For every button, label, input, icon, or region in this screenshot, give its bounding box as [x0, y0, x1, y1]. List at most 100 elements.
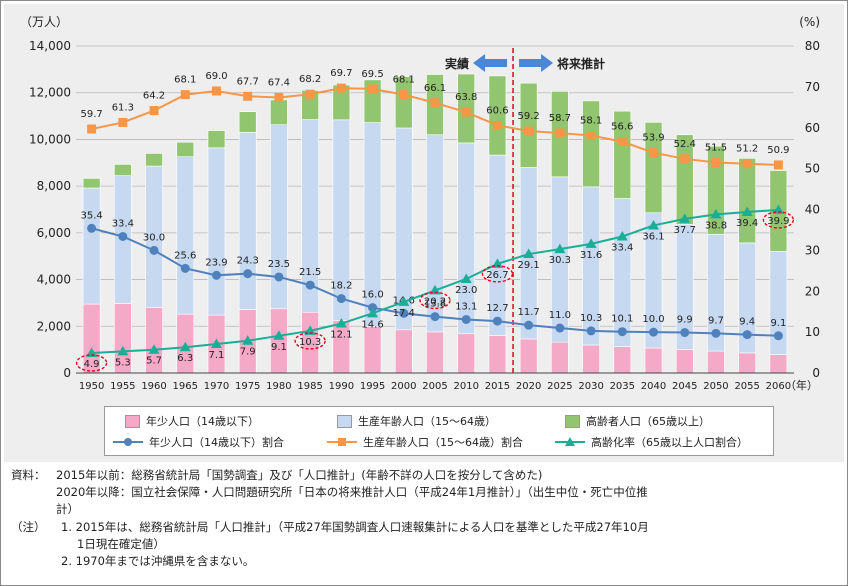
bar-working: [238, 132, 257, 310]
working-ratio-point: [211, 86, 221, 96]
aging-rate-value-label: 39.9: [767, 216, 789, 227]
working-ratio-value-label: 66.1: [424, 83, 446, 94]
working-ratio-value-label: 58.7: [549, 113, 571, 124]
legend-label-young-line: 年少人口（14歳以下）割合: [149, 436, 284, 449]
aging-rate-value-label: 31.6: [580, 250, 602, 261]
working-ratio-value-label: 64.2: [143, 91, 165, 102]
legend-label-young-bar: 年少人口（14歳以下）: [146, 415, 259, 428]
working-ratio-value-label: 56.6: [611, 122, 633, 133]
young-ratio-point: [773, 331, 783, 341]
label-actual: 実績: [445, 56, 469, 71]
aging-rate-value-label: 5.7: [146, 356, 162, 367]
young-ratio-value-label: 11.7: [518, 307, 540, 318]
legend-item-young-bar: 年少人口（14歳以下）: [125, 413, 259, 429]
aging-rate-value-label: 20.2: [424, 296, 446, 307]
y-tick-right: 20: [805, 284, 820, 298]
highlight-ellipse: [294, 332, 326, 350]
young-ratio-value-label: 13.1: [455, 301, 477, 312]
young-ratio-point: [180, 263, 190, 273]
x-tick-label: 2010: [453, 381, 478, 392]
working-ratio-point: [617, 137, 627, 147]
working-ratio-value-label: 51.2: [736, 144, 758, 155]
x-tick-label: 2000: [391, 381, 416, 392]
bar-young: [551, 341, 569, 374]
working-ratio-point: [773, 160, 783, 170]
y-tick-left: 4,000: [37, 273, 71, 287]
working-ratio-point: [305, 89, 315, 99]
source-label: 資料：: [11, 468, 46, 482]
legend-item-elderly-line: 高齢化率（65歳以上人口割合）: [555, 434, 748, 450]
y-tick-right: 80: [805, 39, 820, 53]
aging-rate-value-label: 7.9: [240, 347, 256, 358]
x-tick-label: 1990: [329, 381, 354, 392]
bar-young: [426, 331, 444, 374]
young-ratio-point: [680, 328, 690, 338]
young-ratio-point: [399, 308, 409, 318]
y-axis-unit-left: （万人）: [20, 15, 68, 29]
x-tick-label: 2020: [516, 381, 541, 392]
aging-rate-point: [335, 318, 347, 328]
aging-rate-value-label: 39.4: [736, 218, 758, 229]
aging-rate-point: [460, 273, 472, 283]
aging-rate-point: [741, 206, 753, 216]
note-1-line-1: 1. 2015年は、総務省統計局「人口推計」（平成27年国勢調査人口速報集計によ…: [61, 520, 649, 534]
legend-swatch-working: [337, 414, 352, 428]
y-tick-right: 40: [805, 203, 820, 217]
aging-rate-point: [273, 330, 285, 340]
bar-elderly: [488, 75, 507, 156]
aging-rate-point: [710, 208, 722, 219]
young-ratio-point: [742, 330, 752, 340]
bar-young: [332, 320, 351, 374]
x-tick-label: 2060: [766, 381, 791, 392]
x-tick-label: 1950: [79, 381, 104, 392]
young-ratio-point: [243, 269, 253, 279]
aging-rate-value-label: 4.9: [84, 359, 100, 370]
highlight-ellipse: [419, 291, 451, 310]
note-label: （注）: [11, 520, 46, 534]
young-ratio-value-label: 35.4: [80, 210, 102, 221]
aging-rate-value-label: 33.4: [611, 242, 633, 253]
working-ratio-value-label: 61.3: [112, 102, 134, 113]
aging-rate-value-label: 14.6: [361, 319, 383, 330]
young-ratio-value-label: 13.8: [424, 299, 446, 310]
x-tick-label: 1960: [141, 381, 166, 392]
young-ratio-value-label: 23.9: [205, 257, 227, 268]
source-line-2: 2020年以降：国立社会保障・人口問題研究所「日本の将来推計人口（平成24年1月…: [56, 485, 648, 499]
aging-rate-point: [179, 341, 191, 352]
young-ratio-value-label: 9.4: [739, 317, 755, 328]
y-tick-left: 14,000: [29, 39, 71, 53]
y-tick-left: 0: [63, 366, 71, 380]
y-axis-unit-right: (%): [799, 15, 820, 29]
bar-young: [363, 325, 382, 374]
aging-rate-value-label: 30.3: [549, 255, 571, 266]
young-ratio-value-label: 30.0: [143, 232, 165, 243]
bar-elderly: [613, 110, 632, 199]
bar-young: [394, 329, 413, 374]
bar-elderly: [114, 164, 132, 176]
x-tick-label: 2025: [547, 381, 572, 392]
x-tick-label: 2040: [641, 381, 666, 392]
aging-rate-point: [554, 243, 566, 254]
young-ratio-value-label: 21.5: [299, 267, 321, 278]
bar-working: [176, 156, 195, 315]
legend-item-elderly-bar: 高齢者人口（65歳以上）: [565, 413, 710, 429]
x-tick-label: 1965: [173, 381, 198, 392]
aging-rate-value-label: 9.1: [271, 342, 287, 353]
aging-rate-point: [523, 248, 535, 259]
x-tick-label: 1985: [297, 381, 322, 392]
y-tick-left: 8,000: [37, 179, 71, 193]
working-ratio-point: [180, 90, 190, 100]
y-tick-left: 2,000: [37, 319, 71, 333]
working-ratio-point: [368, 84, 378, 94]
aging-rate-value-label: 17.4: [393, 308, 415, 319]
young-ratio-point: [524, 320, 534, 330]
young-ratio-point: [430, 312, 440, 322]
x-tick-label: 1975: [235, 381, 260, 392]
bar-elderly: [145, 153, 163, 167]
young-ratio-value-label: 10.0: [642, 314, 664, 325]
young-ratio-value-label: 16.0: [361, 290, 383, 301]
x-tick-label: 2005: [422, 381, 447, 392]
working-ratio-value-label: 69.5: [361, 69, 383, 80]
working-ratio-value-label: 68.2: [299, 74, 321, 85]
